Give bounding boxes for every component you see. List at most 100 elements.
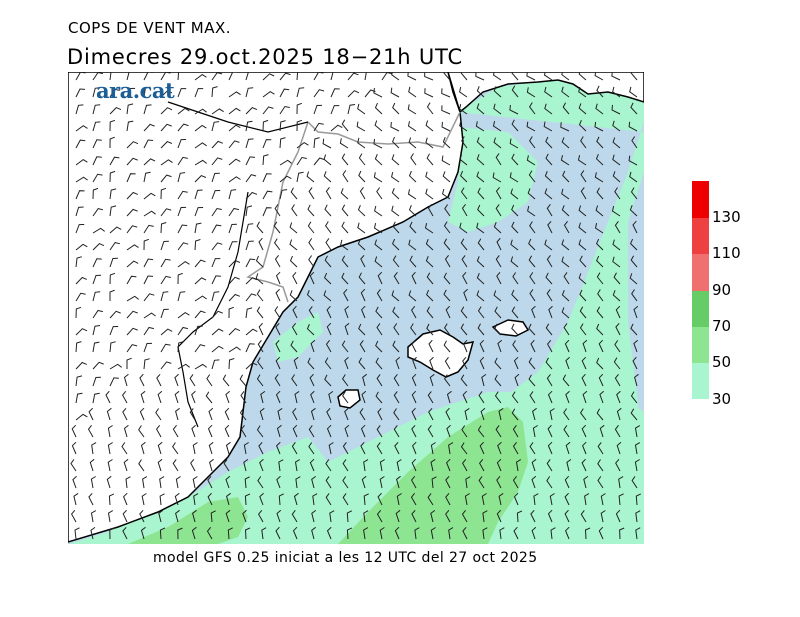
wind-barb [294,390,300,404]
wind-barb [460,187,468,200]
wind-barb [425,171,434,183]
wind-barb [326,322,332,336]
wind-barb [612,154,621,166]
wind-barb [563,272,570,285]
wind-barb [376,374,383,387]
wind-barb [633,339,639,353]
wind-barb [75,392,83,404]
wind-barb [340,239,349,251]
wind-barb [194,295,207,302]
wind-barb [245,138,254,149]
wind-barb [160,90,173,98]
wind-barb [143,104,152,115]
wind-barb [408,290,417,302]
wind-barb [392,136,400,149]
wind-barb [582,390,588,404]
wind-barb [274,204,281,217]
wind-barb [109,242,121,251]
wind-barb [425,256,434,268]
wind-barb [582,441,587,455]
wind-barb [612,171,621,183]
legend-band-70-90 [692,291,709,327]
wind-barb [324,221,332,234]
wind-barb [160,291,169,302]
wind-barb [296,119,303,132]
wind-barb [411,271,417,285]
wind-barb [225,475,231,489]
wind-barb [324,204,332,217]
wind-barb [634,459,640,472]
wind-barb [279,88,290,98]
wind-barb [225,509,231,523]
wind-barb [245,223,254,234]
wind-barb [446,390,452,404]
wind-barb [292,271,298,285]
wind-barb [143,358,150,370]
wind-barb [326,305,332,319]
wind-barb [561,86,570,98]
wind-barb [240,391,247,404]
wind-barb [615,322,621,336]
wind-barb [275,271,281,285]
wind-barb [461,255,468,268]
wind-barb [75,206,84,217]
wind-barb [511,153,519,166]
wind-barb [275,322,281,336]
wind-barb [373,222,383,234]
wind-barb [211,359,220,370]
wind-barb [426,102,434,115]
wind-barb [174,373,179,387]
wind-barb [308,238,315,251]
wind-barb [141,493,147,506]
wind-barb [411,339,417,353]
wind-barb [126,327,138,336]
wind-barb [391,72,400,81]
wind-barb [561,137,570,149]
wind-barb [72,475,77,489]
wind-barb [478,391,485,404]
wind-barb [530,339,536,353]
wind-barb [276,424,282,438]
wind-barb [459,222,468,234]
wind-barb [396,459,402,472]
wind-barb [544,86,553,98]
wind-barb [344,322,350,336]
wind-barb [211,242,223,251]
wind-barb [109,156,120,166]
wind-barb [545,136,553,149]
wind-barb [359,408,366,421]
wind-barb [158,509,164,523]
wind-barb [245,328,258,336]
wind-barb [362,373,367,387]
wind-barb [509,172,519,183]
wind-barb [208,441,214,455]
wind-barb [121,442,128,455]
wind-barb [222,374,230,387]
wind-barb [139,373,145,387]
wind-barb [174,492,180,506]
wind-barb [75,341,82,353]
wind-barb [143,210,156,217]
wind-barb [546,476,553,489]
wind-barb [274,374,281,387]
wind-barb [243,458,249,472]
wind-barb [528,136,536,149]
wind-barb [194,108,207,115]
wind-barb [595,103,604,115]
logo[interactable]: ara.cat [96,78,175,103]
wind-barb [275,339,281,353]
wind-barb [160,72,171,81]
wind-barb [310,407,316,421]
wind-barb [90,510,97,523]
wind-barb [544,171,553,183]
wind-barb [635,493,642,506]
wind-barb [211,328,224,336]
wind-barb [311,526,316,540]
wind-barb [330,105,340,115]
wind-barb [448,442,454,455]
island-mallorca [407,329,475,378]
wind-barb [75,72,86,81]
wind-barb [410,492,417,506]
wind-barb [75,88,86,98]
wind-barb [177,206,187,217]
